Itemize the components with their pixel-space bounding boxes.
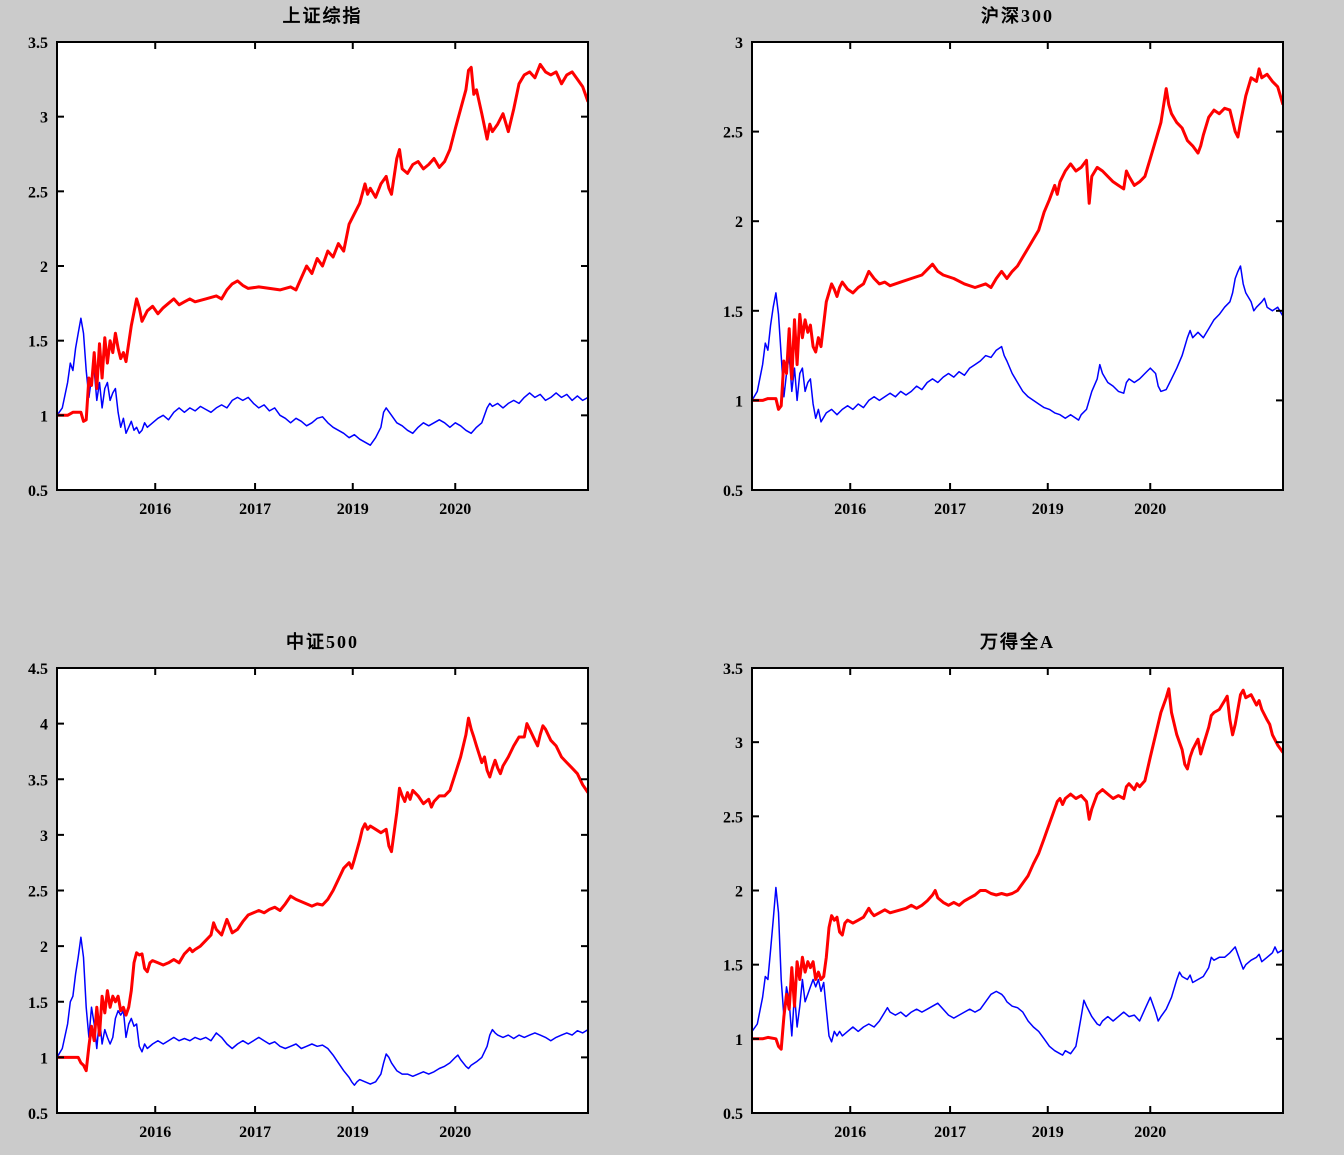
chart-canvas: 2016 2017 2019 2020 0.5 1 1.5 2 2.5 3	[723, 35, 1284, 518]
y-tick-label: 3.5	[723, 661, 743, 678]
y-tick-label: 1.5	[723, 304, 743, 321]
chart-panel-sse-composite: 上证综指 2016 2017 2019 2020 0.5 1 1.5 2 2.5 3 3.5	[0, 0, 660, 578]
series-blue-line	[57, 936, 588, 1086]
x-tick-label: 2016	[139, 1124, 171, 1141]
y-tick-label: 3	[40, 828, 48, 845]
y-tick-label: 1	[40, 408, 48, 425]
y-tick-label: 0.5	[723, 483, 743, 500]
chart-canvas: 2016 2017 2019 2020 0.5 1 1.5 2 2.5 3 3.5	[28, 35, 589, 518]
chart-title: 上证综指	[282, 6, 363, 26]
y-tick-label: 4	[40, 717, 48, 734]
series-red-line	[752, 687, 1283, 1051]
x-tick-label: 2016	[834, 501, 866, 518]
x-tick-label: 2017	[239, 501, 271, 518]
x-tick-label: 2020	[1134, 1124, 1166, 1141]
x-tick-label: 2019	[337, 501, 369, 518]
chart-title: 万得全A	[980, 632, 1055, 652]
x-tick-label: 2017	[239, 1124, 271, 1141]
y-tick-label: 3.5	[28, 772, 48, 789]
x-tick-label: 2019	[337, 1124, 369, 1141]
y-tick-label: 2	[40, 939, 48, 956]
x-tick-label: 2016	[834, 1124, 866, 1141]
x-tick-label: 2020	[439, 1124, 471, 1141]
y-tick-label: 2	[40, 259, 48, 276]
plot-area	[57, 668, 588, 1113]
y-tick-label: 2.5	[28, 184, 48, 201]
y-tick-label: 3	[40, 110, 48, 127]
y-tick-label: 1.5	[28, 995, 48, 1012]
y-tick-label: 2.5	[723, 809, 743, 826]
y-tick-label: 1.5	[28, 334, 48, 351]
y-tick-label: 1	[735, 393, 743, 410]
series-blue-line	[752, 265, 1283, 423]
y-tick-label: 2.5	[28, 884, 48, 901]
x-tick-label: 2017	[934, 501, 966, 518]
y-tick-label: 2	[735, 214, 743, 231]
series-red-line	[57, 62, 588, 423]
series-red-line	[752, 67, 1283, 411]
y-tick-label: 1	[735, 1032, 743, 1049]
y-tick-label: 2	[735, 884, 743, 901]
y-tick-label: 0.5	[723, 1106, 743, 1123]
series-blue-line	[752, 886, 1283, 1056]
x-tick-label: 2019	[1032, 501, 1064, 518]
chart-panel-csi500: 中证500 2016 2017 2019 2020 0.5 1 1.5 2 2.5 3 3.5 4 4.…	[0, 626, 660, 1155]
x-tick-label: 2020	[1134, 501, 1166, 518]
axis-frame	[751, 41, 1284, 491]
y-tick-label: 1.5	[723, 958, 743, 975]
y-tick-label: 3	[735, 35, 743, 52]
chart-panel-wind-all-a: 万得全A 2016 2017 2019 2020 0.5 1 1.5 2 2.5 3 3.5	[695, 626, 1344, 1155]
chart-canvas: 2016 2017 2019 2020 0.5 1 1.5 2 2.5 3 3.5 4 4.5	[28, 661, 589, 1141]
y-tick-label: 1	[40, 1050, 48, 1067]
chart-title: 中证500	[286, 632, 359, 652]
y-tick-label: 3	[735, 735, 743, 752]
y-tick-label: 0.5	[28, 483, 48, 500]
chart-panel-csi300: 沪深300 2016 2017 2019 2020 0.5 1 1.5 2 2.5 3	[695, 0, 1344, 578]
series-red-line	[57, 716, 588, 1073]
y-tick-label: 3.5	[28, 35, 48, 52]
chart-canvas: 2016 2017 2019 2020 0.5 1 1.5 2 2.5 3 3.5	[723, 661, 1284, 1141]
y-tick-label: 4.5	[28, 661, 48, 678]
x-tick-label: 2017	[934, 1124, 966, 1141]
x-tick-label: 2019	[1032, 1124, 1064, 1141]
series-blue-line	[57, 317, 588, 446]
y-tick-label: 0.5	[28, 1106, 48, 1123]
y-tick-label: 2.5	[723, 125, 743, 142]
chart-title: 沪深300	[981, 6, 1054, 26]
x-tick-label: 2016	[139, 501, 171, 518]
x-tick-label: 2020	[439, 501, 471, 518]
